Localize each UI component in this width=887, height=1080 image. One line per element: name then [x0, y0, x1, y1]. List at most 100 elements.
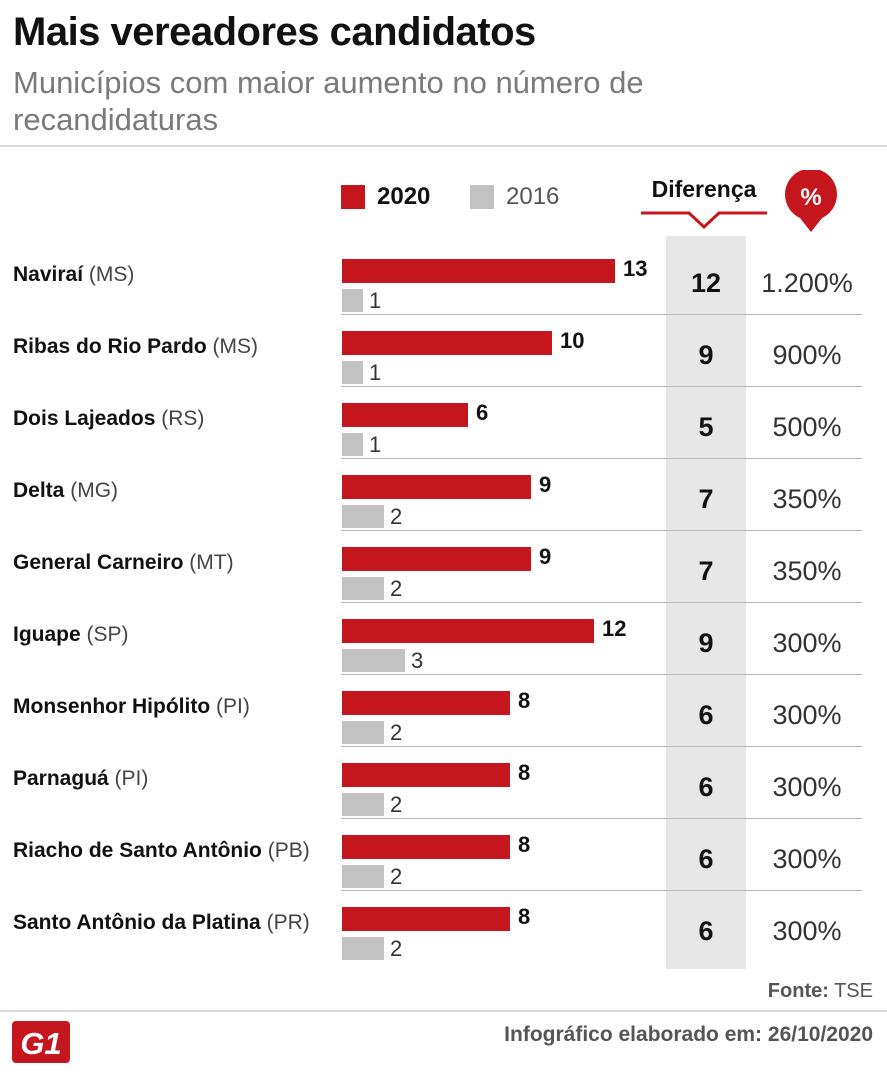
- table-row: Riacho de Santo Antônio (PB) 8 2 6 300%: [0, 819, 887, 891]
- legend-label-2020: 2020: [377, 183, 431, 210]
- bar-value-2020: 8: [518, 904, 531, 929]
- bar-2016: [342, 937, 384, 960]
- table-row: Iguape (SP) 12 3 9 300%: [0, 603, 887, 675]
- legend-item-2020: 2020: [341, 183, 430, 211]
- legend-swatch-2016: [470, 185, 494, 209]
- legend-item-2016: 2016: [470, 183, 559, 211]
- city-name: General Carneiro: [13, 551, 184, 574]
- table-row: Parnaguá (PI) 8 2 6 300%: [0, 747, 887, 819]
- city-state: (SP): [86, 623, 129, 646]
- bar-value-2016: 1: [369, 360, 382, 385]
- city-name: Riacho de Santo Antônio: [13, 839, 262, 862]
- city-label: General Carneiro (MT): [13, 551, 234, 575]
- g1-logo: G1: [12, 1021, 70, 1063]
- bar-value-2020: 13: [623, 256, 648, 281]
- city-name: Naviraí: [13, 263, 84, 286]
- diff-bracket-icon: [641, 211, 767, 230]
- bar-2020: [342, 331, 552, 355]
- bar-value-2016: 1: [369, 432, 382, 457]
- diff-value: 7: [698, 484, 714, 514]
- table-row: Ribas do Rio Pardo (MS) 10 1 9 900%: [0, 315, 887, 387]
- city-state: (MS): [88, 263, 135, 286]
- bar-value-2016: 2: [390, 792, 403, 817]
- bar-value-2016: 3: [411, 648, 424, 673]
- city-state: (MS): [212, 335, 259, 358]
- city-label: Iguape (SP): [13, 623, 129, 647]
- city-name: Santo Antônio da Platina: [13, 911, 261, 934]
- source-value: TSE: [834, 980, 873, 1002]
- city-name: Ribas do Rio Pardo: [13, 335, 207, 358]
- chart-title: Mais vereadores candidatos: [13, 10, 536, 54]
- bar-value-2016: 1: [369, 288, 382, 313]
- diff-column-header: Diferença: [651, 176, 757, 202]
- diff-value: 9: [698, 628, 714, 658]
- source-note: Fonte: TSE: [768, 980, 873, 1003]
- chart-subtitle: Municípios com maior aumento no número d…: [13, 65, 644, 137]
- city-name: Parnaguá: [13, 767, 109, 790]
- bar-2016: [342, 361, 363, 384]
- bar-2016: [342, 505, 384, 528]
- percent-value: 300%: [772, 916, 842, 946]
- percent-badge-label: %: [800, 184, 821, 211]
- bar-2020: [342, 403, 468, 427]
- diff-value: 9: [698, 340, 714, 370]
- percent-value: 300%: [772, 700, 842, 730]
- bar-2016: [342, 649, 405, 672]
- legend-swatch-2020: [341, 185, 365, 209]
- city-state: (PR): [266, 911, 310, 934]
- city-label: Dois Lajeados (RS): [13, 407, 204, 431]
- bar-value-2020: 8: [518, 688, 531, 713]
- table-row: Dois Lajeados (RS) 6 1 5 500%: [0, 387, 887, 459]
- bar-2020: [342, 691, 510, 715]
- diff-value: 7: [698, 556, 714, 586]
- diff-value: 6: [698, 700, 714, 730]
- row-divider: [341, 386, 862, 387]
- row-divider: [341, 674, 862, 675]
- table-row: Delta (MG) 9 2 7 350%: [0, 459, 887, 531]
- bar-2020: [342, 475, 531, 499]
- credit-label: Infográfico elaborado em:: [504, 1023, 763, 1046]
- bar-2020: [342, 835, 510, 859]
- bar-2016: [342, 793, 384, 816]
- diff-value: 12: [690, 268, 722, 298]
- bar-value-2016: 2: [390, 576, 403, 601]
- bar-value-2020: 9: [539, 544, 552, 569]
- city-name: Dois Lajeados: [13, 407, 156, 430]
- bar-2020: [342, 547, 531, 571]
- bar-value-2016: 2: [390, 864, 403, 889]
- row-divider: [341, 602, 862, 603]
- city-name: Delta: [13, 479, 65, 502]
- svg-text:G1: G1: [20, 1026, 61, 1061]
- diff-value: 6: [698, 916, 714, 946]
- city-label: Santo Antônio da Platina (PR): [13, 911, 310, 935]
- city-name: Monsenhor Hipólito: [13, 695, 211, 718]
- diff-value: 6: [698, 772, 714, 802]
- percent-value: 300%: [772, 772, 842, 802]
- bar-2020: [342, 907, 510, 931]
- city-label: Naviraí (MS): [13, 263, 134, 287]
- bar-value-2016: 2: [390, 720, 403, 745]
- diff-value: 5: [698, 412, 714, 442]
- percent-value: 500%: [772, 412, 842, 442]
- bar-2020: [342, 763, 510, 787]
- city-state: (PI): [216, 695, 250, 718]
- bar-2016: [342, 289, 363, 312]
- bar-value-2016: 2: [390, 936, 403, 961]
- percent-value: 350%: [772, 556, 842, 586]
- bar-2016: [342, 865, 384, 888]
- credit-date: 26/10/2020: [767, 1023, 873, 1046]
- bar-2016: [342, 721, 384, 744]
- city-label: Ribas do Rio Pardo (MS): [13, 335, 258, 359]
- table-row: Monsenhor Hipólito (PI) 8 2 6 300%: [0, 675, 887, 747]
- bar-value-2020: 10: [560, 328, 585, 353]
- city-state: (PB): [267, 839, 310, 862]
- bar-2016: [342, 433, 363, 456]
- city-state: (RS): [161, 407, 205, 430]
- source-label: Fonte:: [767, 980, 829, 1002]
- bar-value-2020: 6: [476, 400, 489, 425]
- city-state: (MT): [189, 551, 234, 574]
- city-state: (MG): [70, 479, 119, 502]
- city-label: Parnaguá (PI): [13, 767, 148, 791]
- table-row: Naviraí (MS) 13 1 12 1.200%: [0, 243, 887, 315]
- city-label: Riacho de Santo Antônio (PB): [13, 839, 310, 863]
